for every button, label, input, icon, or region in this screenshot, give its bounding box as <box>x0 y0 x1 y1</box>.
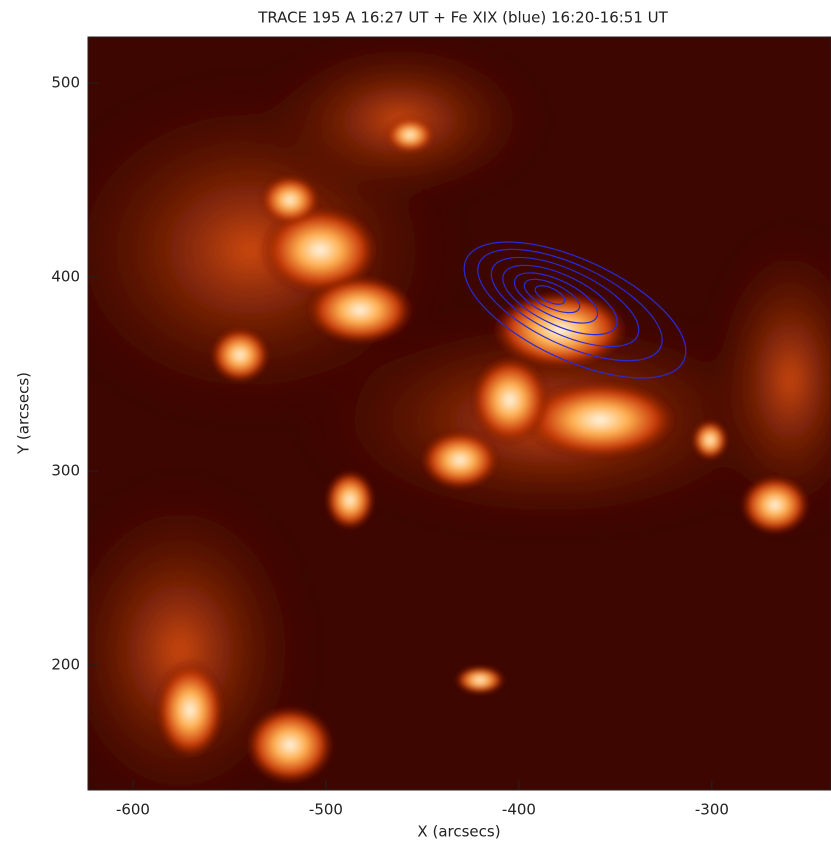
chart: TRACE 195 A 16:27 UT + Fe XIX (blue) 16:… <box>0 0 831 849</box>
x-tick-label: -600 <box>116 801 150 819</box>
x-tick-label: -500 <box>309 801 343 819</box>
chart-title: TRACE 195 A 16:27 UT + Fe XIX (blue) 16:… <box>257 9 668 27</box>
y-tick-label: 500 <box>51 73 80 91</box>
x-tick-label: -400 <box>502 801 536 819</box>
x-axis-label: X (arcsecs) <box>417 823 500 841</box>
y-axis-label: Y (arcsecs) <box>15 372 33 455</box>
solar-image <box>30 30 831 830</box>
x-tick-label: -300 <box>695 801 729 819</box>
y-tick-label: 400 <box>51 268 80 286</box>
y-tick-label: 300 <box>51 462 80 480</box>
y-tick-label: 200 <box>51 656 80 674</box>
